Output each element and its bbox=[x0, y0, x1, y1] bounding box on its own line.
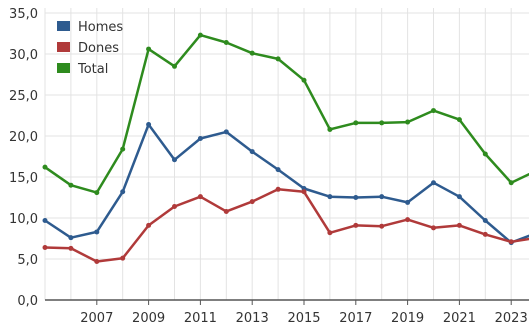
y-tick-label: 30,0 bbox=[9, 48, 38, 63]
x-axis: 2007 2009 2011 2013 2015 2017 2019 2021 2023 bbox=[45, 299, 529, 325]
legend-swatch-total bbox=[57, 63, 70, 73]
data-point bbox=[223, 208, 229, 214]
data-point bbox=[68, 235, 74, 241]
data-point bbox=[353, 222, 359, 228]
data-point bbox=[482, 151, 488, 157]
data-point bbox=[42, 164, 48, 170]
data-point bbox=[327, 230, 333, 236]
data-point bbox=[508, 239, 514, 245]
data-point bbox=[482, 217, 488, 223]
legend-swatch-dones bbox=[57, 42, 70, 52]
legend-swatch-homes bbox=[57, 21, 70, 31]
series-lines bbox=[42, 32, 529, 264]
data-point bbox=[94, 258, 100, 264]
data-point bbox=[120, 255, 126, 261]
data-point bbox=[456, 194, 462, 200]
data-point bbox=[94, 229, 100, 235]
data-point bbox=[275, 167, 281, 173]
data-point bbox=[68, 182, 74, 188]
legend-label-homes: Homes bbox=[78, 20, 123, 35]
data-point bbox=[146, 222, 152, 228]
y-tick-label: 20,0 bbox=[9, 130, 38, 145]
x-tick-label: 2017 bbox=[339, 311, 372, 325]
data-point bbox=[223, 40, 229, 46]
data-point bbox=[379, 223, 385, 229]
data-point bbox=[249, 199, 255, 205]
data-point bbox=[223, 129, 229, 135]
y-tick-label: 15,0 bbox=[9, 171, 38, 186]
y-tick-label: 10,0 bbox=[9, 212, 38, 227]
data-point bbox=[353, 195, 359, 200]
data-point bbox=[172, 157, 177, 163]
y-tick-label: 35,0 bbox=[9, 7, 38, 22]
data-point bbox=[68, 245, 74, 251]
x-tick-label: 2023 bbox=[495, 311, 528, 325]
legend-label-dones: Dones bbox=[78, 41, 119, 56]
legend: Homes Dones Total bbox=[57, 20, 123, 77]
series-line-dones bbox=[44, 188, 529, 263]
data-point bbox=[456, 117, 462, 123]
data-point bbox=[172, 63, 177, 69]
data-point bbox=[301, 77, 307, 83]
data-point bbox=[146, 46, 152, 52]
data-point bbox=[197, 32, 203, 38]
y-axis: 0,0 5,0 10,0 15,0 20,0 25,0 30,0 35,0 bbox=[9, 7, 38, 309]
data-point bbox=[249, 50, 255, 56]
x-tick-label: 2021 bbox=[443, 311, 476, 325]
data-point bbox=[197, 135, 203, 141]
x-tick-label: 2013 bbox=[236, 311, 269, 325]
data-point bbox=[482, 231, 488, 237]
data-point bbox=[327, 126, 333, 132]
data-point bbox=[301, 189, 307, 195]
legend-label-total: Total bbox=[77, 62, 108, 77]
data-point bbox=[94, 190, 100, 196]
x-tick-label: 2015 bbox=[287, 311, 320, 325]
y-tick-label: 5,0 bbox=[17, 253, 38, 268]
data-point bbox=[456, 222, 462, 228]
y-tick-label: 0,0 bbox=[17, 294, 38, 309]
data-point bbox=[379, 194, 385, 200]
data-point bbox=[172, 204, 177, 210]
series-line-homes bbox=[44, 123, 529, 244]
x-tick-label: 2011 bbox=[184, 311, 217, 325]
data-point bbox=[146, 122, 152, 128]
x-tick-label: 2007 bbox=[80, 311, 113, 325]
data-point bbox=[197, 194, 203, 200]
data-point bbox=[431, 225, 436, 231]
data-point bbox=[275, 186, 281, 192]
data-point bbox=[405, 217, 411, 223]
data-point bbox=[120, 146, 126, 152]
data-point bbox=[405, 119, 411, 125]
data-point bbox=[42, 245, 48, 251]
data-point bbox=[327, 194, 333, 200]
series-line-total bbox=[44, 33, 529, 194]
data-point bbox=[405, 199, 411, 205]
data-point bbox=[508, 180, 514, 186]
x-tick-label: 2019 bbox=[391, 311, 424, 325]
data-point bbox=[353, 120, 359, 126]
data-point bbox=[42, 217, 48, 223]
data-point bbox=[249, 149, 255, 155]
y-tick-label: 25,0 bbox=[9, 89, 38, 104]
data-point bbox=[120, 189, 126, 195]
data-point bbox=[431, 108, 436, 114]
data-point bbox=[379, 120, 385, 126]
data-point bbox=[431, 180, 436, 186]
x-tick-label: 2009 bbox=[132, 311, 165, 325]
data-point bbox=[275, 56, 281, 62]
